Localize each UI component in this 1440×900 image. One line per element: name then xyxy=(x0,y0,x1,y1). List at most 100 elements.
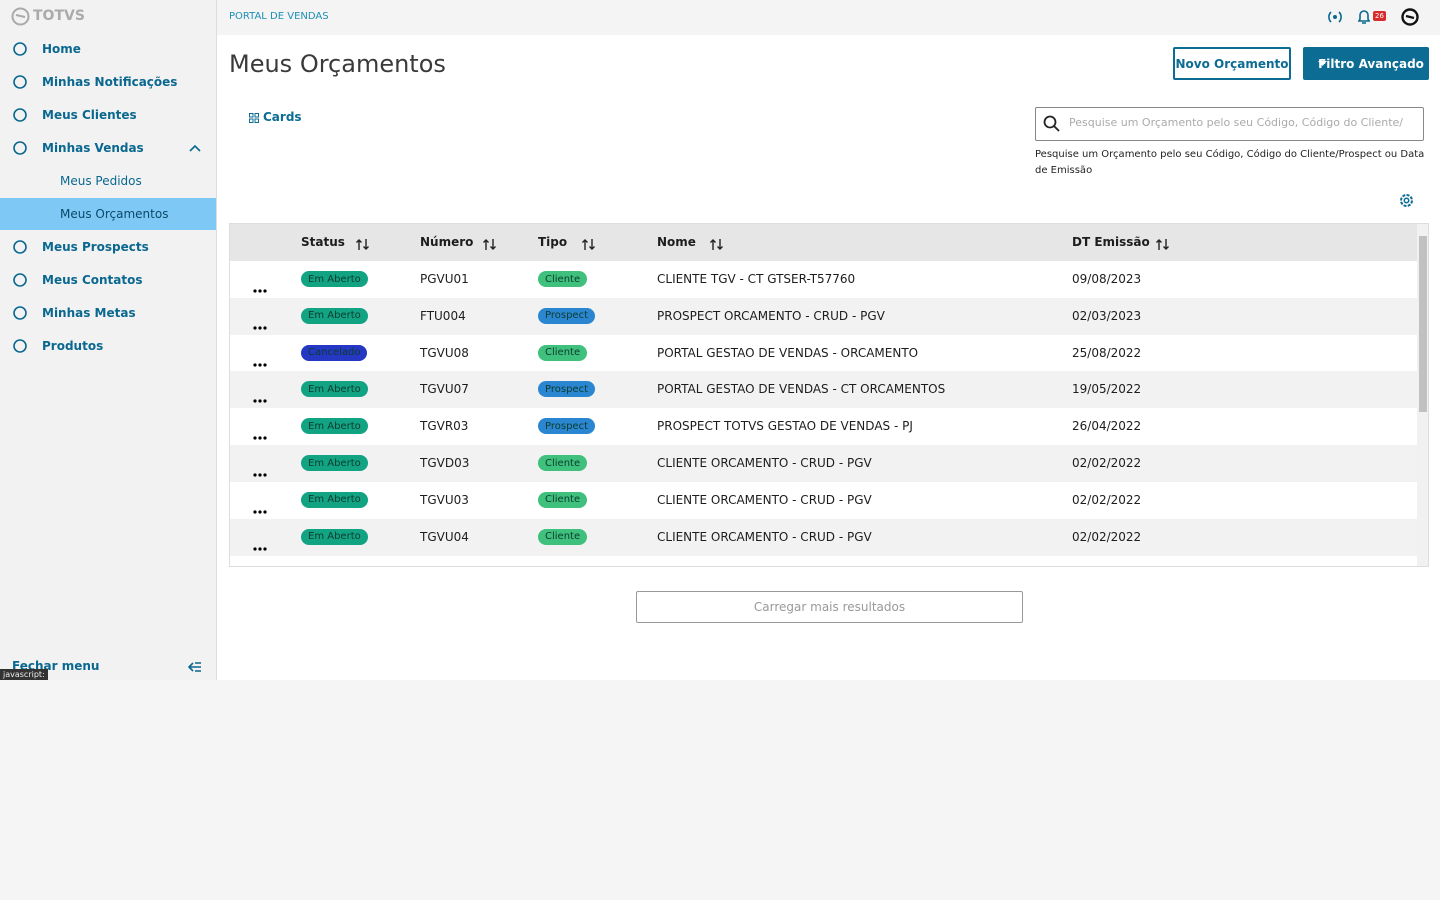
new-quote-button[interactable]: Novo Orçamento xyxy=(1173,47,1291,80)
row-actions[interactable] xyxy=(253,425,267,444)
column-header: DT Emissão xyxy=(1072,235,1150,249)
row-actions[interactable] xyxy=(253,278,267,297)
signal-icon[interactable] xyxy=(1326,9,1344,25)
status-badge: Em Aberto xyxy=(301,418,368,435)
submenu-item[interactable]: Meus Orçamentos xyxy=(0,198,216,230)
type-badge: Cliente xyxy=(538,528,588,545)
sort-icon[interactable] xyxy=(710,236,723,255)
type-badge: Prospect xyxy=(538,418,595,435)
portal-name: PORTAL DE VENDAS xyxy=(229,11,329,22)
app: TOTVS Home Minhas Notificações Meus Client… xyxy=(0,0,1440,680)
quote-number: TGVU04 xyxy=(420,529,469,544)
menu-item[interactable]: Produtos xyxy=(0,330,216,362)
sort-icon[interactable] xyxy=(356,236,369,255)
row-actions[interactable] xyxy=(253,315,267,334)
customer-name: PORTAL GESTAO DE VENDAS - CT ORCAMENTOS xyxy=(657,382,946,397)
menu-icon xyxy=(13,240,27,254)
table-row xyxy=(230,408,1417,446)
scrollbar[interactable] xyxy=(1417,224,1428,566)
row-actions[interactable] xyxy=(253,352,267,371)
menu-icon xyxy=(13,108,27,122)
sort-icon[interactable] xyxy=(582,236,595,255)
status-badge: Em Aberto xyxy=(301,381,368,398)
sidebar: TOTVS Home Minhas Notificações Meus Client… xyxy=(0,0,217,680)
menu-icon xyxy=(13,273,27,287)
quote-number: TGVU03 xyxy=(420,492,469,507)
table-row xyxy=(230,518,1417,556)
bell-icon[interactable] xyxy=(1357,9,1371,25)
type-badge: Cliente xyxy=(538,491,588,508)
issue-date: 25/08/2022 xyxy=(1072,345,1142,360)
notification-badge: 26 xyxy=(1373,11,1386,21)
logo: TOTVS xyxy=(33,8,85,24)
search-help: Pesquise um Orçamento pelo seu Código, C… xyxy=(1035,149,1425,176)
table-row xyxy=(230,334,1417,372)
filter-icon xyxy=(1318,61,1327,66)
search-icon xyxy=(1043,115,1060,132)
row-actions[interactable] xyxy=(253,536,267,555)
table-row xyxy=(230,297,1417,335)
menu-item[interactable]: Minhas Metas xyxy=(0,297,216,329)
issue-date: 02/02/2022 xyxy=(1072,456,1142,470)
status-badge: Em Aberto xyxy=(301,491,368,508)
issue-date: 02/02/2022 xyxy=(1072,492,1142,507)
load-more-button[interactable]: Carregar mais resultados xyxy=(636,591,1023,623)
row-actions[interactable] xyxy=(253,462,267,481)
type-badge: Cliente xyxy=(538,271,588,287)
menu-item[interactable]: Meus Prospects xyxy=(0,231,216,263)
issue-date: 02/02/2022 xyxy=(1072,529,1142,544)
menu-icon xyxy=(13,42,27,56)
type-badge: Cliente xyxy=(538,455,588,471)
top-bar: PORTAL DE VENDAS 26 xyxy=(217,0,1440,35)
quote-number: TGVU07 xyxy=(420,382,469,397)
table-row xyxy=(230,445,1417,482)
table-row xyxy=(230,261,1417,298)
settings-icon[interactable] xyxy=(1398,192,1415,209)
issue-date: 09/08/2023 xyxy=(1072,272,1142,286)
quote-number: FTU004 xyxy=(420,308,466,323)
quote-number: PGVU01 xyxy=(420,272,469,286)
status-badge: Em Aberto xyxy=(301,271,368,287)
customer-name: PORTAL GESTAO DE VENDAS - ORCAMENTO xyxy=(657,345,919,360)
menu-item[interactable]: Minhas Vendas xyxy=(0,132,216,164)
customer-name: PROSPECT TOTVS GESTAO DE VENDAS - PJ xyxy=(657,419,913,434)
type-badge: Cliente xyxy=(538,344,588,361)
column-header: Tipo xyxy=(538,235,568,249)
close-menu-icon[interactable] xyxy=(188,661,202,673)
column-header: Status xyxy=(301,235,345,249)
table-row xyxy=(230,371,1417,409)
logo-icon xyxy=(11,7,30,26)
menu-item[interactable]: Minhas Notificações xyxy=(0,66,216,98)
issue-date: 26/04/2022 xyxy=(1072,419,1142,434)
menu-icon xyxy=(13,141,27,155)
sort-icon[interactable] xyxy=(1156,236,1169,255)
row-actions[interactable] xyxy=(253,388,267,407)
sort-icon[interactable] xyxy=(483,236,496,255)
customer-name: CLIENTE ORCAMENTO - CRUD - PGV xyxy=(657,492,872,507)
submenu-item[interactable]: Meus Pedidos xyxy=(60,174,142,188)
collapse-icon[interactable] xyxy=(189,144,201,152)
quote-number: TGVU08 xyxy=(420,345,469,360)
status-badge: Cancelado xyxy=(301,344,368,361)
column-header: Nome xyxy=(657,235,696,249)
cards-toggle[interactable]: Cards xyxy=(263,110,302,124)
menu-item[interactable]: Home xyxy=(0,33,216,65)
menu-item[interactable]: Meus Clientes xyxy=(0,99,216,131)
menu-item[interactable]: Meus Contatos xyxy=(0,264,216,296)
status-badge: Em Aberto xyxy=(301,528,368,545)
search-box[interactable] xyxy=(1035,107,1424,141)
issue-date: 19/05/2022 xyxy=(1072,382,1142,397)
customer-name: CLIENTE ORCAMENTO - CRUD - PGV xyxy=(657,529,872,544)
row-actions[interactable] xyxy=(253,499,267,518)
menu-icon xyxy=(13,339,27,353)
avatar-icon[interactable] xyxy=(1401,8,1419,26)
advanced-filter-button[interactable]: Filtro Avançado xyxy=(1303,47,1429,80)
quote-number: TGVR03 xyxy=(420,419,469,434)
status-badge: Em Aberto xyxy=(301,455,368,471)
issue-date: 02/03/2023 xyxy=(1072,308,1142,323)
search-placeholder: Pesquise um Orçamento pelo seu Código, C… xyxy=(1069,116,1403,129)
type-badge: Prospect xyxy=(538,307,595,324)
table-header xyxy=(230,224,1428,261)
